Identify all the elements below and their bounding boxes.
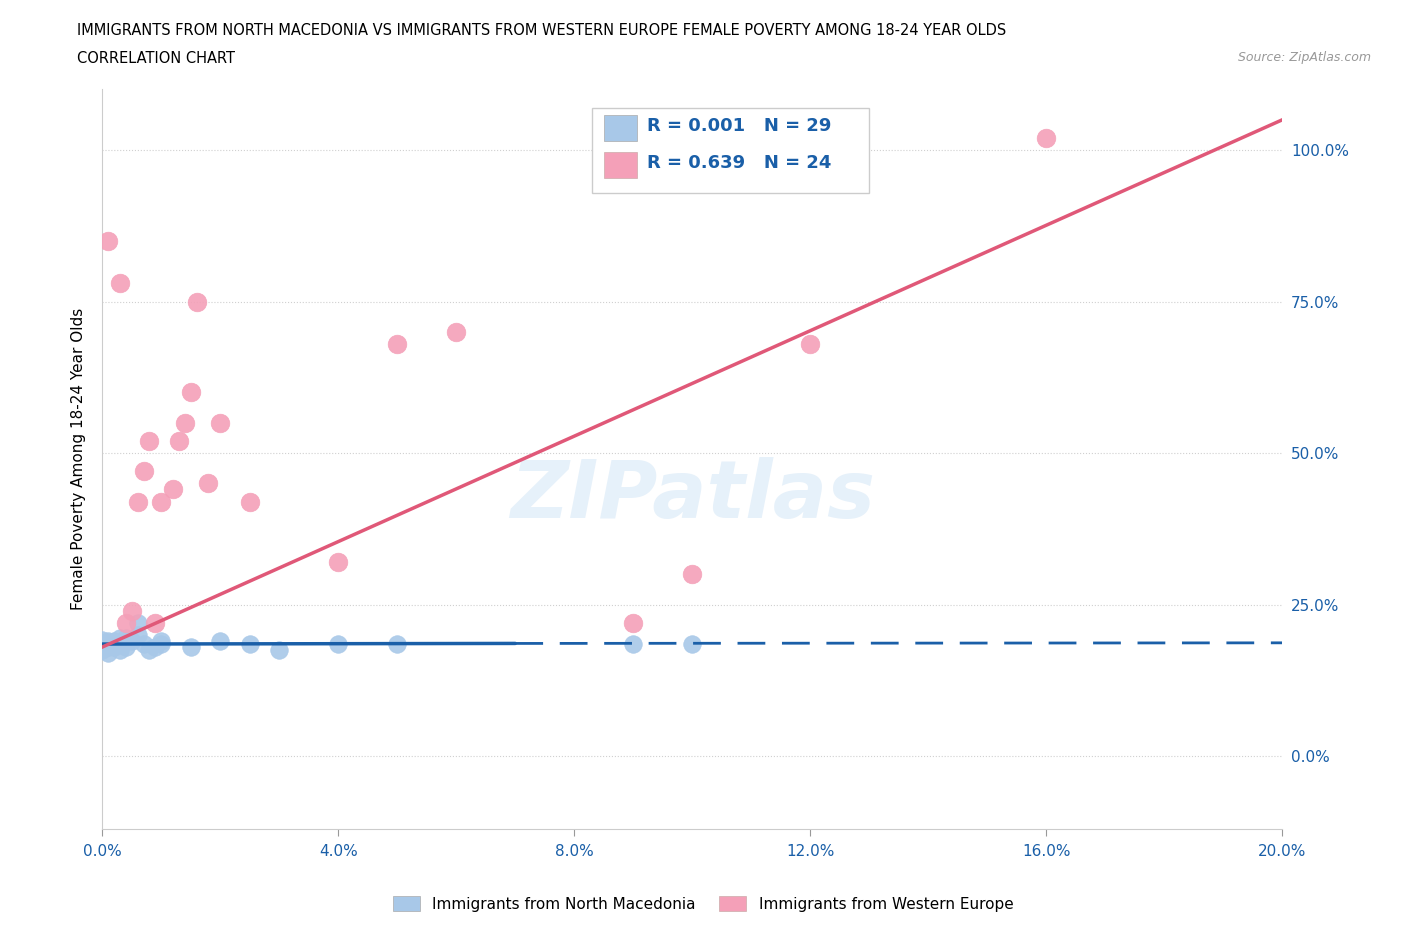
Point: [103, 640, 125, 655]
Point: [180, 640, 202, 655]
Legend: Immigrants from North Macedonia, Immigrants from Western Europe: Immigrants from North Macedonia, Immigra…: [387, 890, 1019, 918]
Point: [150, 637, 173, 652]
Point: [799, 337, 821, 352]
Point: [108, 276, 131, 291]
Text: R = 0.639   N = 24: R = 0.639 N = 24: [648, 154, 832, 172]
Y-axis label: Female Poverty Among 18-24 Year Olds: Female Poverty Among 18-24 Year Olds: [72, 308, 86, 610]
Point: [114, 640, 136, 655]
Text: Source: ZipAtlas.com: Source: ZipAtlas.com: [1237, 51, 1371, 64]
Point: [681, 637, 703, 652]
Point: [143, 616, 166, 631]
Point: [167, 433, 190, 448]
Text: CORRELATION CHART: CORRELATION CHART: [77, 51, 235, 66]
Point: [127, 628, 149, 643]
Point: [132, 637, 155, 652]
Point: [180, 385, 202, 400]
Point: [97, 633, 120, 648]
Point: [91, 632, 114, 647]
Point: [108, 631, 131, 645]
Point: [446, 325, 468, 339]
Point: [121, 633, 143, 648]
Point: [97, 645, 120, 660]
Point: [121, 604, 143, 618]
Point: [150, 494, 173, 509]
Point: [97, 640, 120, 655]
Point: [209, 416, 232, 431]
Point: [91, 643, 114, 658]
Point: [387, 637, 409, 652]
Point: [186, 294, 208, 309]
Point: [269, 643, 291, 658]
Point: [173, 416, 195, 431]
Point: [621, 616, 644, 631]
Text: ZIPatlas: ZIPatlas: [510, 458, 875, 535]
Point: [103, 633, 125, 648]
Point: [681, 567, 703, 582]
Point: [239, 494, 262, 509]
Point: [150, 633, 173, 648]
Point: [114, 631, 136, 645]
Point: [387, 337, 409, 352]
Point: [127, 616, 149, 631]
Text: IMMIGRANTS FROM NORTH MACEDONIA VS IMMIGRANTS FROM WESTERN EUROPE FEMALE POVERTY: IMMIGRANTS FROM NORTH MACEDONIA VS IMMIG…: [77, 23, 1007, 38]
Point: [138, 433, 160, 448]
Point: [143, 640, 166, 655]
Point: [138, 643, 160, 658]
Point: [132, 464, 155, 479]
Point: [209, 633, 232, 648]
Text: R = 0.001   N = 29: R = 0.001 N = 29: [648, 117, 832, 136]
Point: [239, 637, 262, 652]
Point: [91, 637, 114, 652]
Point: [621, 637, 644, 652]
Bar: [603, 153, 637, 179]
Point: [1035, 130, 1057, 145]
Bar: [603, 115, 637, 141]
FancyBboxPatch shape: [592, 108, 869, 193]
Point: [108, 637, 131, 652]
Point: [114, 616, 136, 631]
Point: [97, 233, 120, 248]
Point: [127, 494, 149, 509]
Point: [328, 637, 350, 652]
Point: [108, 643, 131, 658]
Point: [162, 482, 184, 497]
Point: [328, 555, 350, 570]
Point: [197, 476, 219, 491]
